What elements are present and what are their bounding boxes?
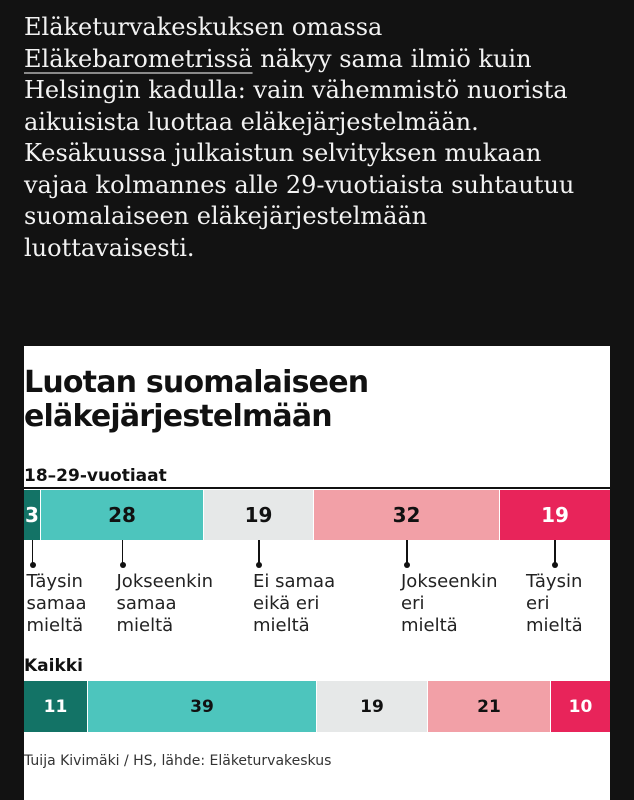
chart-title-rule bbox=[24, 487, 610, 489]
bar-segment: 19 bbox=[500, 490, 610, 540]
category-connector-line bbox=[554, 540, 556, 564]
bar-value-label: 19 bbox=[360, 696, 384, 717]
category-connector-line bbox=[121, 540, 124, 564]
bar-segment: 32 bbox=[314, 490, 500, 540]
category-label-line: mieltä bbox=[526, 615, 583, 636]
category-connector-dot bbox=[404, 562, 410, 568]
bar-value-label: 21 bbox=[477, 696, 501, 717]
stacked-bar-row: 3 28 19 32 19 bbox=[24, 490, 610, 540]
series-label-young: 18–29-vuotiaat bbox=[24, 466, 167, 486]
category-label-line: mieltä bbox=[401, 615, 458, 636]
category-connector-line bbox=[31, 540, 34, 564]
bar-segment: 19 bbox=[204, 490, 314, 540]
category-label-line: samaa bbox=[116, 593, 177, 614]
article-line: aikuisista luottaa eläkejärjestelmään. bbox=[24, 107, 479, 136]
category-label-line: Jokseenkin bbox=[401, 571, 498, 592]
category-label: Jokseenkin samaa mieltä bbox=[117, 571, 214, 637]
stacked-bar-row: 11 39 19 21 10 bbox=[24, 681, 610, 732]
category-connector-line bbox=[406, 540, 408, 564]
category-label-line: eikä eri bbox=[253, 593, 320, 614]
article-line: Kesäkuussa julkaistun selvityksen mukaan bbox=[24, 139, 542, 167]
category-label-line: Täysin bbox=[526, 571, 583, 592]
chart-card: Luotan suomalaiseen eläkejärjestelmään 1… bbox=[24, 346, 610, 800]
category-label-line: eri bbox=[526, 593, 550, 614]
bar-value-label: 39 bbox=[190, 696, 214, 717]
category-connector-line bbox=[258, 540, 260, 564]
source-credit: Tuija Kivimäki / HS, lähde: Eläketurvake… bbox=[24, 753, 332, 769]
bar-segment: 39 bbox=[88, 681, 317, 732]
article-line: vajaa kolmannes alle 29-vuotiaista suhta… bbox=[24, 170, 575, 199]
article-paragraph: Eläketurvakeskuksen omassa Eläkebarometr… bbox=[24, 12, 624, 264]
category-connector-dot bbox=[256, 562, 262, 568]
category-label-line: Täysin bbox=[26, 571, 83, 592]
bar-segment: 21 bbox=[428, 681, 551, 732]
bar-segment: 10 bbox=[551, 681, 610, 732]
article-line: suomalaiseen eläkejärjestelmään bbox=[24, 202, 428, 230]
bar-segment: 11 bbox=[24, 681, 88, 732]
category-label-line: samaa bbox=[26, 593, 87, 614]
category-label-line: mieltä bbox=[116, 615, 174, 636]
series-label-all: Kaikki bbox=[24, 656, 83, 676]
category-label-line: mieltä bbox=[26, 615, 84, 636]
category-connector-dot bbox=[29, 562, 36, 568]
article-line: luottavaisesti. bbox=[24, 233, 195, 262]
category-label-line: Jokseenkin bbox=[116, 571, 214, 592]
category-label-line: Ei samaa bbox=[253, 571, 336, 592]
bar-value-label: 3 bbox=[25, 503, 39, 527]
category-label: Täysin eri mieltä bbox=[526, 571, 583, 637]
bar-segment: 28 bbox=[41, 490, 204, 540]
category-label: Ei samaa eikä eri mieltä bbox=[253, 571, 335, 637]
category-connector-dot bbox=[119, 562, 126, 568]
article-line: Helsingin kadulla: vain vähemmistö nuori… bbox=[24, 76, 568, 104]
bar-value-label: 10 bbox=[568, 696, 593, 717]
chart-title-line: Luotan suomalaiseen bbox=[24, 365, 369, 400]
bar-value-label: 19 bbox=[541, 503, 569, 527]
bar-value-label: 28 bbox=[108, 503, 136, 527]
article-line: Eläketurvakeskuksen omassa bbox=[24, 13, 383, 41]
category-label: Jokseenkin eri mieltä bbox=[401, 571, 498, 637]
article-line-rest: näkyy sama ilmiö kuin bbox=[260, 44, 532, 73]
category-connector-dot bbox=[552, 562, 558, 568]
bar-value-label: 11 bbox=[43, 696, 68, 717]
category-label-line: mieltä bbox=[253, 615, 310, 636]
article-line: Eläkebarometrissä näkyy sama ilmiö kuin bbox=[24, 44, 624, 76]
bar-segment: 19 bbox=[317, 681, 428, 732]
elakebarometri-link[interactable]: Eläkebarometrissä bbox=[24, 44, 253, 73]
chart-title-line: eläkejärjestelmään bbox=[24, 399, 333, 434]
category-label: Täysin samaa mieltä bbox=[27, 571, 87, 637]
chart-title: Luotan suomalaiseen eläkejärjestelmään bbox=[24, 365, 369, 434]
category-label-line: eri bbox=[401, 593, 425, 614]
bar-value-label: 32 bbox=[392, 503, 421, 527]
bar-value-label: 19 bbox=[244, 503, 273, 527]
bar-segment: 3 bbox=[24, 490, 41, 540]
